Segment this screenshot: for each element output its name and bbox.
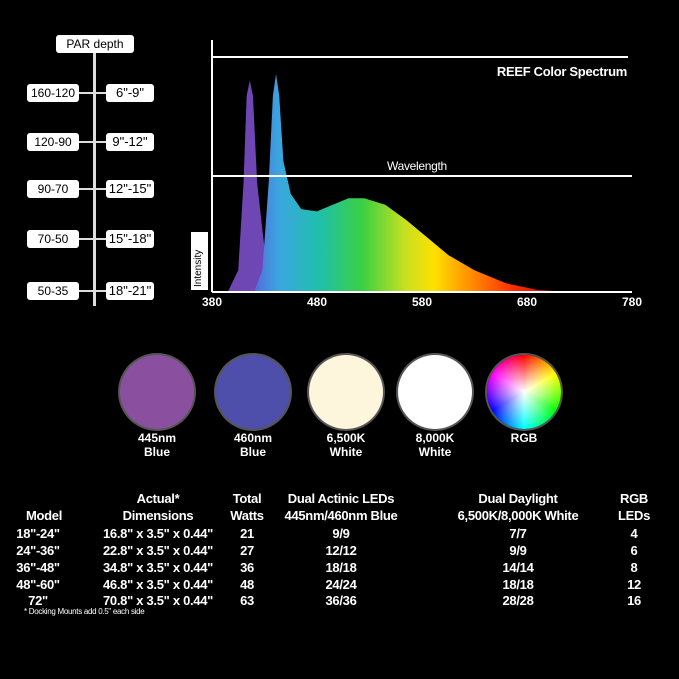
table-cell: 34.8" x 3.5" x 0.44" bbox=[102, 560, 214, 575]
connector bbox=[96, 290, 106, 292]
table-header: Dual Actinic LEDs bbox=[287, 491, 395, 506]
swatch-label-line1: 6,500K bbox=[326, 431, 366, 445]
spectrum-series-area bbox=[227, 80, 307, 292]
table-cell: 9/9 bbox=[332, 526, 350, 541]
connector bbox=[79, 188, 93, 190]
table-cell: 7/7 bbox=[509, 526, 527, 541]
x-tick-label: 580 bbox=[412, 295, 432, 309]
table-cell: 27 bbox=[240, 543, 254, 558]
depth-value: 9"-12" bbox=[106, 133, 154, 151]
table-header: Actual* bbox=[136, 491, 180, 506]
table-cell: 16.8" x 3.5" x 0.44" bbox=[102, 526, 214, 541]
y-axis-label: Intensity bbox=[193, 249, 204, 287]
par-depth-header: PAR depth bbox=[56, 35, 134, 53]
swatch-label-line2: Blue bbox=[239, 445, 266, 459]
color-swatch bbox=[216, 355, 290, 429]
connector bbox=[79, 290, 93, 292]
swatch-label-line1: 445nm bbox=[137, 431, 177, 445]
table-header: 6,500K/8,000K White bbox=[457, 508, 579, 523]
par-value: 120-90 bbox=[27, 133, 79, 151]
x-tick-label: 780 bbox=[622, 295, 642, 309]
table-header: Watts bbox=[230, 508, 264, 523]
swatch-label-line1: 8,000K bbox=[415, 431, 455, 445]
table-cell: 36/36 bbox=[325, 593, 357, 608]
par-axis-line bbox=[93, 48, 96, 306]
footnote: * Docking Mounts add 0.5" each side bbox=[24, 607, 145, 616]
table-cell: 72" bbox=[28, 593, 48, 608]
swatch-label-line1: RGB bbox=[510, 431, 538, 445]
x-axis-label: Wavelength bbox=[387, 159, 447, 173]
table-header: Dual Daylight bbox=[478, 491, 558, 506]
par-value: 90-70 bbox=[27, 180, 79, 198]
table-cell: 36 bbox=[240, 560, 254, 575]
color-swatch bbox=[398, 355, 472, 429]
par-value: 160-120 bbox=[27, 84, 79, 102]
color-swatch bbox=[120, 355, 194, 429]
spectrum-series-area bbox=[254, 74, 569, 292]
spectrum-chart: 380 480 580 680 780 bbox=[202, 40, 642, 309]
table-header: Dimensions bbox=[122, 508, 194, 523]
table-header: LEDs bbox=[617, 508, 651, 523]
table-header: Model bbox=[25, 508, 63, 523]
connector bbox=[96, 141, 106, 143]
swatch-label-line1: 460nm bbox=[233, 431, 273, 445]
table-cell: 22.8" x 3.5" x 0.44" bbox=[102, 543, 214, 558]
table-cell: 18/18 bbox=[325, 560, 357, 575]
table-cell: 63 bbox=[240, 593, 254, 608]
par-value: 70-50 bbox=[27, 230, 79, 248]
table-cell: 8 bbox=[630, 560, 638, 575]
depth-value: 18"-21" bbox=[106, 282, 154, 300]
color-swatch bbox=[487, 355, 561, 429]
depth-value: 12"-15" bbox=[106, 180, 154, 198]
depth-value: 15"-18" bbox=[106, 230, 154, 248]
table-cell: 24"-36" bbox=[16, 543, 60, 558]
table-cell: 12 bbox=[627, 577, 641, 592]
x-tick-label: 480 bbox=[307, 295, 327, 309]
chart-title: REEF Color Spectrum bbox=[496, 64, 627, 79]
swatch-label: RGB bbox=[479, 431, 569, 445]
connector bbox=[79, 92, 93, 94]
table-cell: 21 bbox=[240, 526, 254, 541]
connector bbox=[79, 141, 93, 143]
table-cell: 36"-48" bbox=[16, 560, 60, 575]
table-cell: 14/14 bbox=[502, 560, 534, 575]
connector bbox=[96, 238, 106, 240]
table-cell: 18"-24" bbox=[16, 526, 60, 541]
y-axis-label-box: Intensity bbox=[191, 232, 208, 290]
table-cell: 16 bbox=[627, 593, 641, 608]
connector bbox=[96, 92, 106, 94]
table-header: 445nm/460nm Blue bbox=[284, 508, 398, 523]
swatch-label: 8,000K White bbox=[390, 431, 480, 459]
table-cell: 70.8" x 3.5" x 0.44" bbox=[102, 593, 214, 608]
swatch-label-line2: White bbox=[418, 445, 452, 459]
table-cell: 48"-60" bbox=[16, 577, 60, 592]
swatch-label-line2: White bbox=[329, 445, 363, 459]
table-cell: 6 bbox=[630, 543, 638, 558]
table-cell: 9/9 bbox=[509, 543, 527, 558]
par-value: 50-35 bbox=[27, 282, 79, 300]
table-cell: 28/28 bbox=[502, 593, 534, 608]
connector bbox=[79, 238, 93, 240]
table-cell: 48 bbox=[240, 577, 254, 592]
depth-value: 6"-9" bbox=[106, 84, 154, 102]
swatch-label: 460nm Blue bbox=[208, 431, 298, 459]
x-tick-label: 380 bbox=[202, 295, 222, 309]
table-header: Total bbox=[232, 491, 262, 506]
swatch-label-line2: Blue bbox=[143, 445, 170, 459]
table-cell: 4 bbox=[630, 526, 638, 541]
color-swatch bbox=[309, 355, 383, 429]
table-header: RGB bbox=[620, 491, 648, 506]
connector bbox=[96, 188, 106, 190]
swatch-label: 6,500K White bbox=[301, 431, 391, 459]
x-tick-label: 680 bbox=[517, 295, 537, 309]
table-cell: 18/18 bbox=[502, 577, 534, 592]
table-cell: 24/24 bbox=[325, 577, 357, 592]
table-cell: 46.8" x 3.5" x 0.44" bbox=[102, 577, 214, 592]
swatch-label: 445nm Blue bbox=[112, 431, 202, 459]
table-cell: 12/12 bbox=[325, 543, 357, 558]
